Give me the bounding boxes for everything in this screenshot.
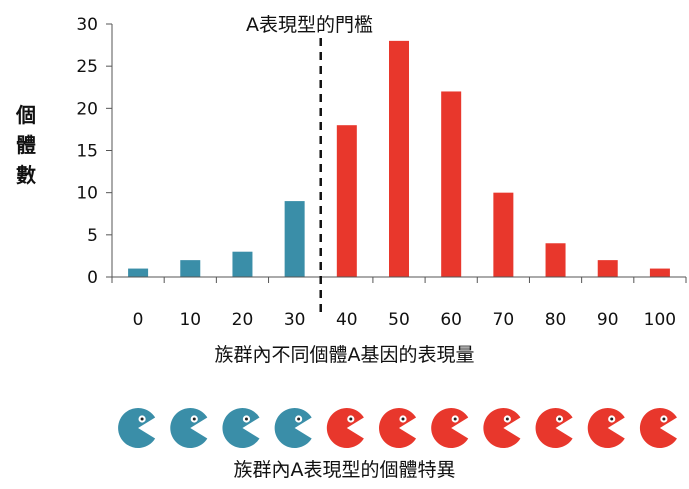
pacman-icon [379,408,417,448]
bar [441,91,462,277]
bar [232,251,253,277]
y-axis: 0 5 10 15 20 25 30 [76,15,113,288]
x-tick-label: 50 [388,310,410,330]
threshold-label: A表現型的門檻 [246,14,373,36]
x-tick-label: 70 [493,310,515,330]
y-tick-label: 5 [87,226,98,246]
x-tick-label: 40 [336,310,358,330]
x-tick-label: 80 [545,310,567,330]
x-tick-label: 100 [644,310,676,330]
x-tick-label: 60 [440,310,462,330]
pacman-icon [118,408,156,448]
x-tick-label: 10 [179,310,201,330]
pacman-icon [639,408,677,448]
y-tick-label: 25 [76,57,98,77]
y-tick-label: 10 [76,184,98,204]
bar [180,260,201,277]
bar [493,192,514,277]
pacman-icon [483,408,521,448]
y-tick-label: 0 [87,268,98,288]
bars [128,40,670,277]
x-tick-label: 30 [284,310,306,330]
individuals-caption: 族群內A表現型的個體特異 [233,459,456,481]
bar [545,243,566,277]
bar [649,268,670,277]
x-tick-label: 90 [597,310,619,330]
bar [336,125,357,277]
pacman-icon [170,408,208,448]
pacman-icon [326,408,364,448]
y-tick-label: 20 [76,99,98,119]
individuals-row [118,408,677,448]
x-tick-label: 0 [133,310,144,330]
y-tick-label: 30 [76,15,98,35]
pacman-icon [535,408,573,448]
bar [597,260,618,277]
y-axis-label: 個體數 [16,103,36,187]
x-axis: 0 10 20 30 40 50 60 70 80 90 100 [111,276,687,330]
bar [284,201,305,277]
pacman-icon [222,408,260,448]
bar-chart: 0 5 10 15 20 25 30 0 10 20 30 40 50 60 70 80 90 100 [76,15,687,330]
bar [128,268,149,277]
x-axis-label: 族群內不同個體A基因的表現量 [214,344,475,366]
x-tick-label: 20 [232,310,254,330]
pacman-icon [431,408,469,448]
pacman-icon [587,408,625,448]
pacman-icon [274,408,312,448]
y-tick-label: 15 [76,142,98,162]
bar [389,40,409,277]
